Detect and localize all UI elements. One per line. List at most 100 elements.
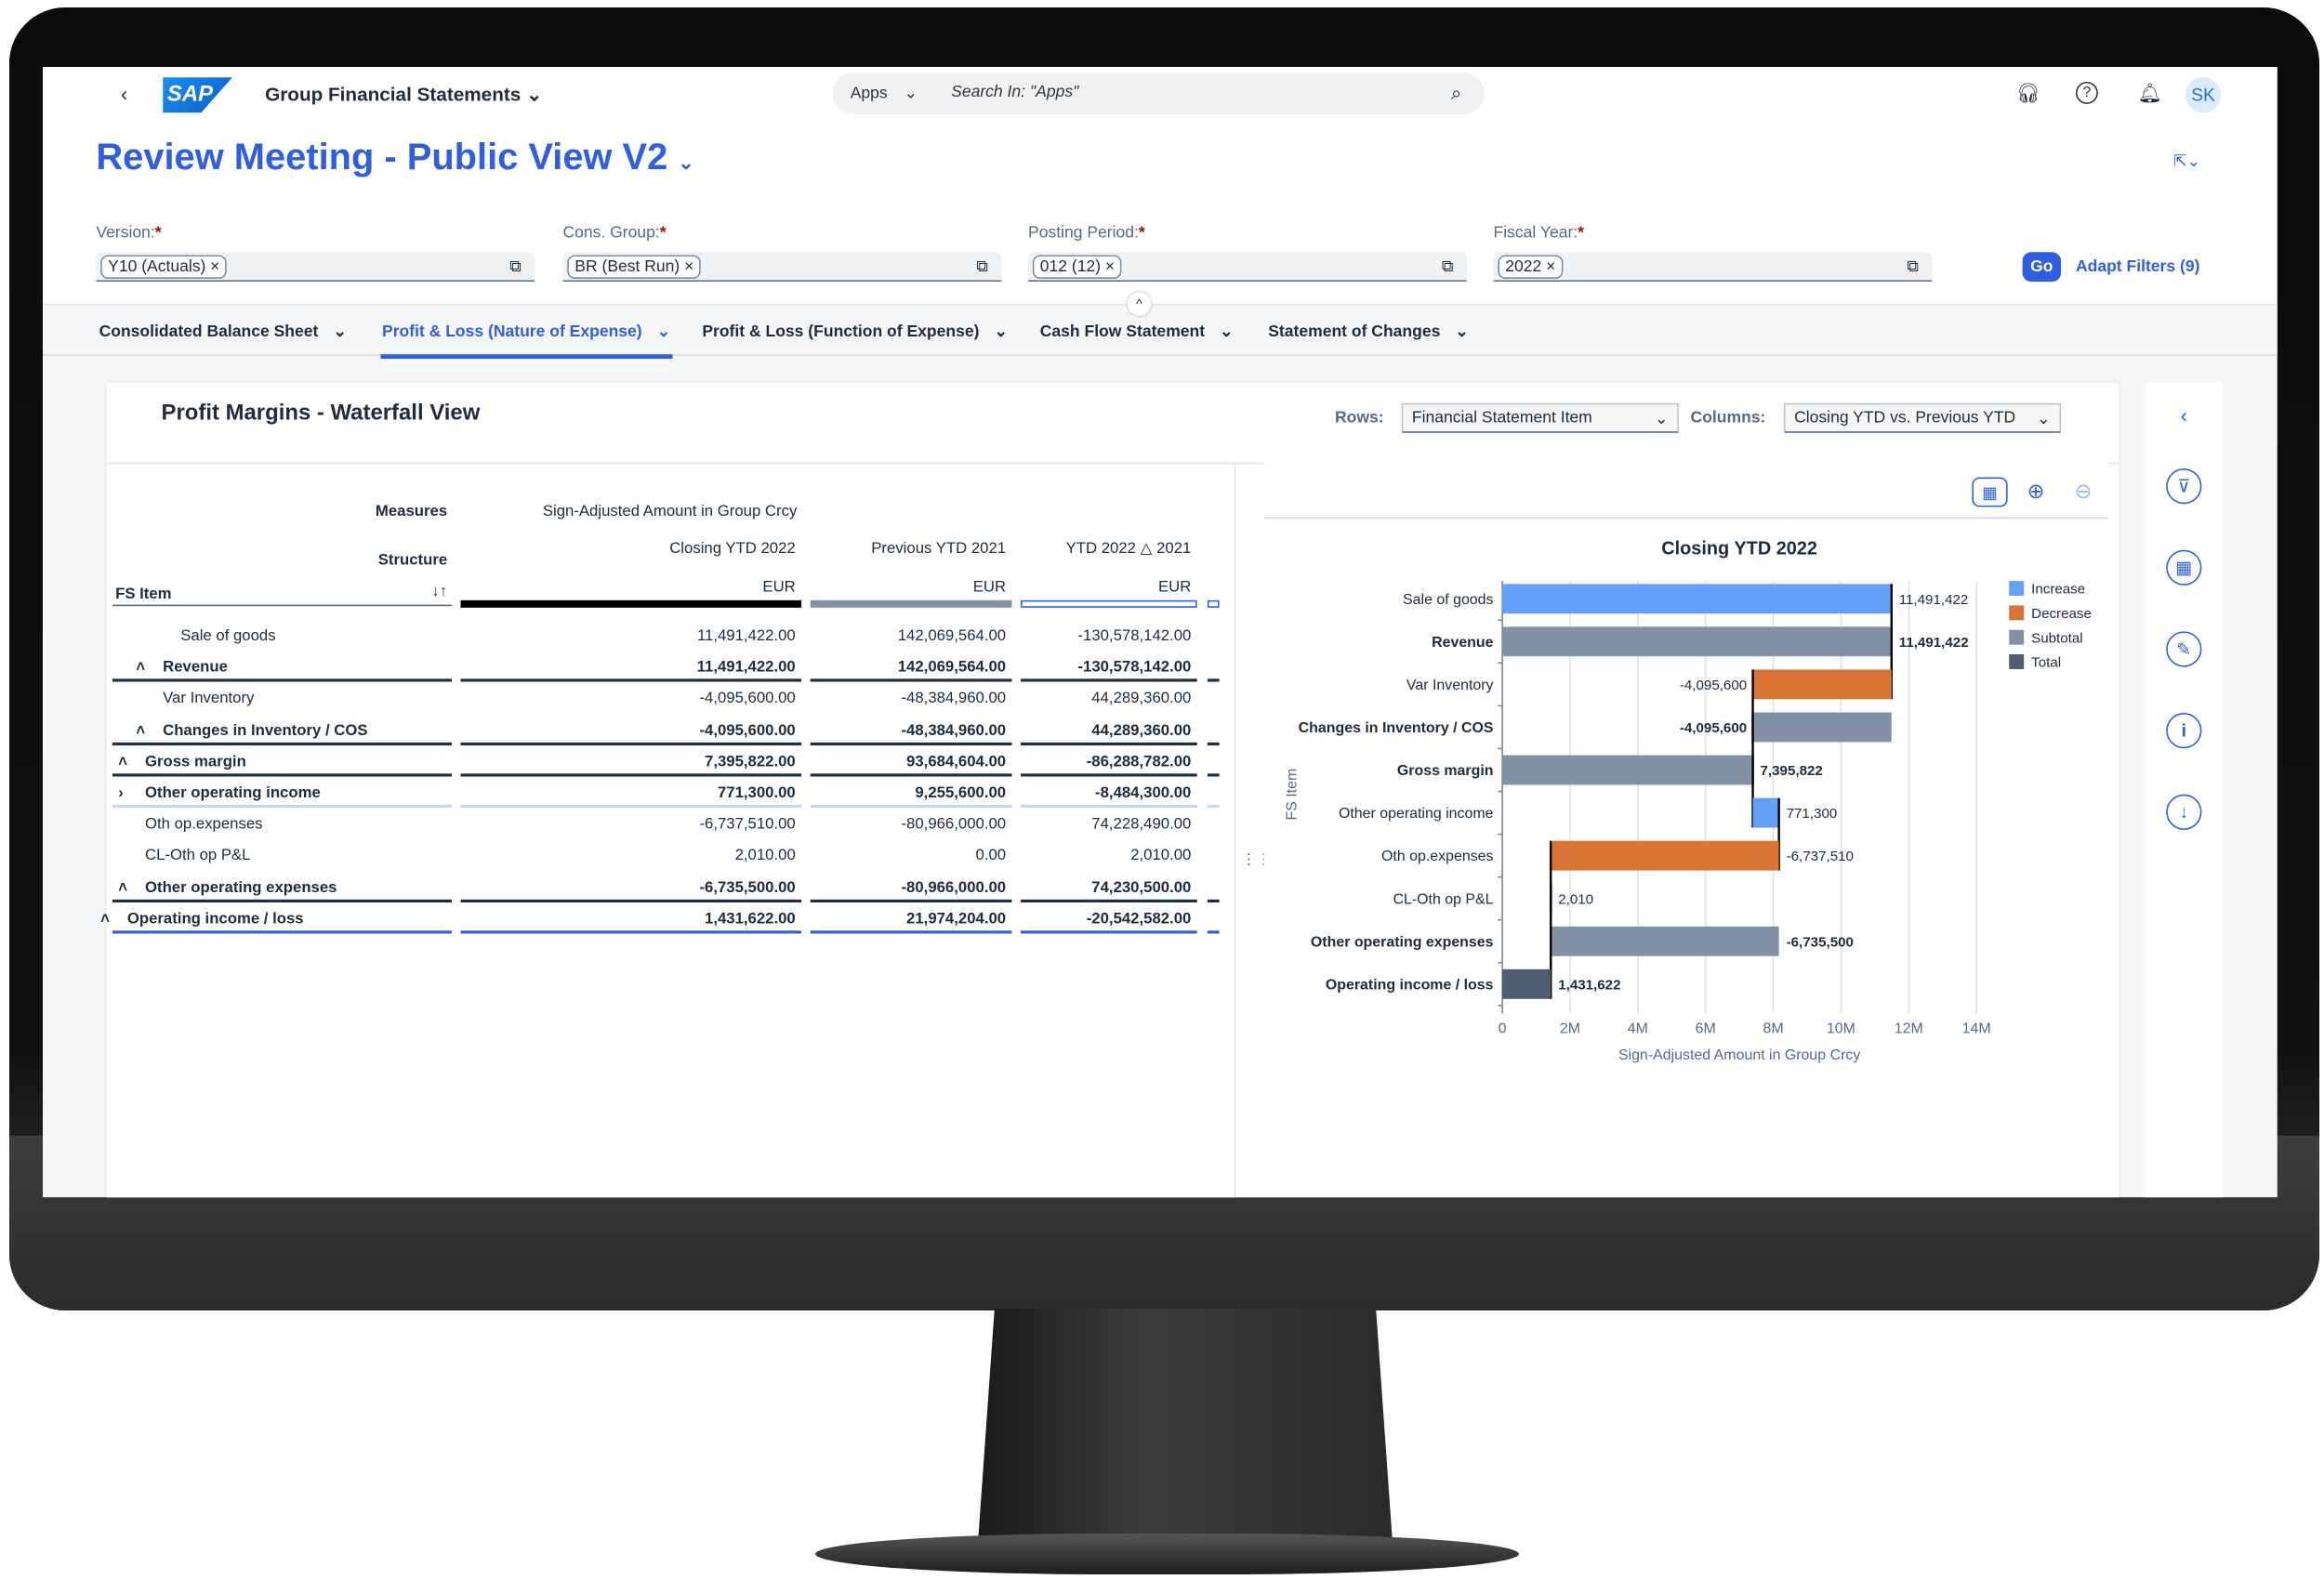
filter-token[interactable]: 2022 ×: [1498, 255, 1564, 279]
help-icon[interactable]: ?: [2075, 81, 2098, 104]
y-category-label: Other operating income: [1339, 806, 1494, 822]
legend-swatch: [2009, 581, 2025, 597]
tab-label: Cash Flow Statement: [1039, 323, 1206, 341]
cell-value: 74,228,490.00: [1091, 815, 1192, 834]
tab-1[interactable]: Profit & Loss (Nature of Expense) ⌄: [380, 322, 672, 360]
filter-token[interactable]: Y10 (Actuals) ×: [100, 255, 228, 279]
cell-value: -130,578,142.00: [1077, 658, 1192, 677]
sap-logo[interactable]: SAP: [163, 77, 233, 113]
y-axis-title: FS Item: [1285, 769, 1301, 821]
bar-subtotal[interactable]: [1502, 626, 1892, 657]
bar-decrease[interactable]: [1752, 669, 1892, 700]
table-row[interactable]: Var Inventory -4,095,600.00 -48,384,960.00…: [107, 690, 1233, 720]
legend-swatch: [2009, 654, 2025, 669]
bar-increase[interactable]: [1752, 797, 1779, 828]
bar-total[interactable]: [1502, 968, 1552, 999]
avatar[interactable]: SK: [2185, 77, 2222, 113]
row-label: Oth op.expenses: [144, 815, 263, 834]
bar-subtotal[interactable]: [1752, 712, 1892, 743]
bar-decrease[interactable]: [1551, 840, 1779, 871]
table-row[interactable]: Sale of goods 11,491,422.00 142,069,564.00…: [107, 627, 1233, 658]
table-row[interactable]: ˄ Gross margin 7,395,822.00 93,684,604.00 -8…: [107, 753, 1233, 783]
app-title-menu[interactable]: Group Financial Statements ⌄: [265, 84, 542, 108]
collapse-header-button[interactable]: ^: [1127, 292, 1152, 316]
table-row[interactable]: ˄ Changes in Inventory / COS -4,095,600.00…: [107, 721, 1233, 752]
zoom-in-icon[interactable]: ⊕: [2027, 478, 2045, 502]
remove-token-icon[interactable]: ×: [1546, 257, 1556, 276]
zoom-out-icon[interactable]: ⊖: [2074, 478, 2093, 502]
expand-toggle-icon[interactable]: ˄: [118, 752, 128, 770]
adapt-filters-link[interactable]: Adapt Filters (9): [2075, 257, 2200, 276]
go-button[interactable]: Go: [2022, 252, 2062, 283]
paint-brush-icon[interactable]: ✎: [2166, 631, 2202, 667]
filter-token[interactable]: BR (Best Run) ×: [567, 255, 702, 279]
row-label: Other operating expenses: [144, 877, 337, 896]
search-icon[interactable]: ⌕: [1450, 81, 1462, 104]
table-row[interactable]: ˄ Operating income / loss 1,431,622.00 21,9…: [100, 910, 1233, 941]
search-input[interactable]: Search In: "Apps": [951, 83, 1079, 101]
filter-label: Version:*: [96, 224, 161, 242]
bar-subtotal[interactable]: [1551, 926, 1779, 956]
expand-toggle-icon[interactable]: ˄: [136, 658, 146, 677]
search-bar: Apps ⌄ Search In: "Apps" ⌕: [832, 72, 1485, 115]
filter-label-text: Posting Period:: [1028, 223, 1139, 243]
value-help-icon[interactable]: ⧉: [1441, 257, 1454, 275]
filter-token[interactable]: 012 (12) ×: [1032, 255, 1123, 279]
bar-subtotal[interactable]: [1502, 755, 1753, 785]
remove-token-icon[interactable]: ×: [1104, 257, 1116, 276]
remove-token-icon[interactable]: ×: [684, 257, 694, 276]
bar-increase[interactable]: [1502, 584, 1892, 614]
x-tick-label: 4M: [1628, 1020, 1648, 1036]
screen: ‹ SAP Group Financial Statements ⌄ Apps …: [43, 67, 2278, 1198]
table-settings-icon[interactable]: ▦: [2166, 549, 2202, 586]
filter-input[interactable]: 012 (12) × ⧉: [1028, 252, 1467, 283]
info-icon[interactable]: i: [2166, 712, 2202, 749]
collapse-icon[interactable]: ‹: [2180, 402, 2188, 428]
table-row[interactable]: ˄ Other operating expenses -6,735,500.00 -8…: [107, 878, 1233, 909]
remove-token-icon[interactable]: ×: [210, 257, 220, 276]
tab-0[interactable]: Consolidated Balance Sheet ⌄: [99, 322, 347, 341]
expand-toggle-icon[interactable]: ˄: [136, 720, 146, 740]
table-row[interactable]: Oth op.expenses -6,737,510.00 -80,966,000.…: [107, 815, 1233, 846]
filter-input[interactable]: BR (Best Run) × ⧉: [562, 252, 1002, 283]
value-help-icon[interactable]: ⧉: [509, 257, 522, 275]
share-icon[interactable]: ⇱⌄: [2172, 151, 2201, 170]
y-category-label: Oth op.expenses: [1381, 849, 1494, 864]
x-tick-label: 0: [1499, 1020, 1507, 1036]
cell-value: 7,395,822.00: [705, 752, 796, 770]
value-help-icon[interactable]: ⧉: [976, 257, 988, 275]
expand-toggle-icon[interactable]: ›: [118, 783, 124, 802]
sort-icon[interactable]: ↓↑: [431, 582, 448, 600]
tab-3[interactable]: Cash Flow Statement ⌄: [1040, 322, 1234, 341]
filter-label-text: Cons. Group:: [562, 223, 660, 243]
page-title-menu[interactable]: Review Meeting - Public View V2 ⌄: [96, 137, 693, 179]
filter-input[interactable]: 2022 × ⧉: [1493, 252, 1933, 283]
data-label: 7,395,822: [1761, 763, 1823, 779]
expand-toggle-icon[interactable]: ˄: [118, 877, 128, 896]
row-underline: [460, 899, 802, 902]
table-view-icon[interactable]: ▦: [1972, 477, 2008, 507]
download-icon[interactable]: ↓: [2166, 794, 2202, 830]
filter-add-icon[interactable]: ⊽: [2166, 467, 2202, 505]
value-help-icon[interactable]: ⧉: [1907, 257, 1919, 275]
y-category-label: Var Inventory: [1406, 678, 1494, 693]
tab-2[interactable]: Profit & Loss (Function of Expense) ⌄: [702, 322, 1008, 341]
divider: [1263, 517, 2109, 520]
required-marker: *: [154, 223, 162, 243]
table-row[interactable]: CL-Oth op P&L 2,010.00 0.00 2,010.00: [107, 847, 1233, 877]
column-resize-icon[interactable]: [1207, 599, 1220, 608]
search-scope-select[interactable]: Apps ⌄: [851, 84, 918, 102]
tab-4[interactable]: Statement of Changes ⌄: [1268, 322, 1469, 341]
filter-input[interactable]: Y10 (Actuals) × ⧉: [96, 252, 535, 283]
table-row[interactable]: ˄ Revenue 11,491,422.00 142,069,564.00 -130,…: [107, 658, 1233, 689]
columns-select[interactable]: Closing YTD vs. Previous YTD ⌄: [1783, 402, 2062, 433]
cell-value: -6,737,510.00: [699, 815, 796, 834]
bell-icon[interactable]: 🔔︎: [2137, 81, 2162, 104]
table-row[interactable]: › Other operating income 771,300.00 9,255,6…: [107, 783, 1233, 814]
chart-panel: ▦ ⊕ ⊖ Closing YTD 2022 0 2M 4M 6M 8M 10M 12M 14M…: [1263, 462, 2109, 1079]
expand-toggle-icon[interactable]: ˄: [100, 909, 110, 928]
legend-label: Decrease: [2031, 606, 2092, 622]
rows-select[interactable]: Financial Statement Item ⌄: [1401, 402, 1679, 433]
headset-icon[interactable]: 🎧︎: [2015, 81, 2041, 104]
back-icon[interactable]: ‹: [120, 81, 128, 106]
